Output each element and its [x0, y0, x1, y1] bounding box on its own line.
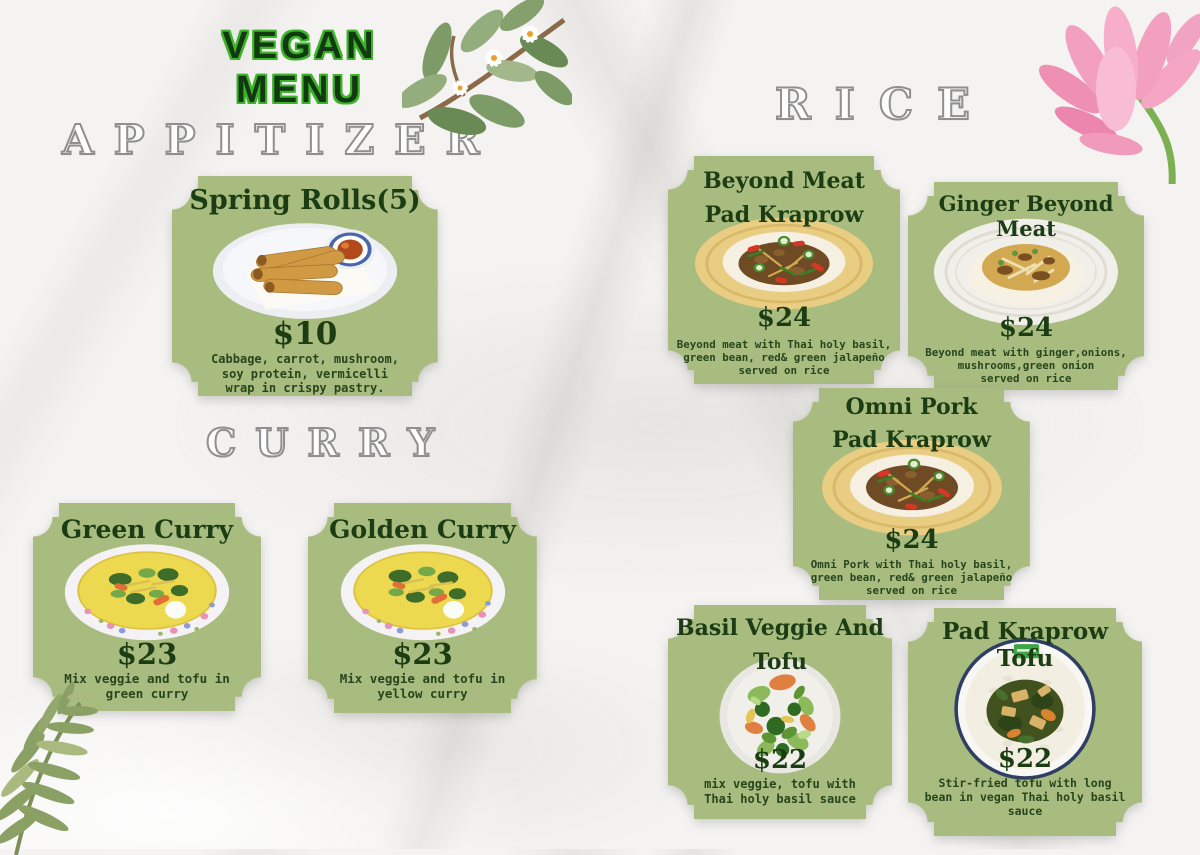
menu-card-beyond-meat-pad-kraprow: Beyond Meat Pad Kraprow $24 Beyond meat … [668, 156, 900, 384]
brand-title-line2: MENU [236, 69, 364, 112]
palm-leaf-decoration [0, 681, 99, 855]
white-blossoms [452, 25, 539, 96]
menu-card-golden-curry: Golden Curry $23 Mix veggie and tofu in … [308, 503, 537, 713]
green-curry-photo [64, 544, 230, 641]
dish-price: $22 [997, 744, 1053, 774]
menu-card-green-curry: Green Curry $23 Mix veggie and tofu in g… [33, 503, 261, 711]
golden-curry-photo [340, 544, 505, 641]
beyond-meat-pad-kraprow-photo [694, 217, 874, 310]
dish-description: Mix veggie and tofu in green curry [64, 671, 230, 702]
dish-description: Mix veggie and tofu in yellow curry [339, 671, 506, 702]
lotus-flower-decoration [1038, 6, 1200, 184]
menu-card-ginger-beyond-meat: Ginger Beyond Meat $24 Beyond meat with … [908, 182, 1144, 390]
dish-title: Omni Pork Pad Kraprow [832, 394, 991, 453]
omni-pork-pad-kraprow-photo [821, 439, 1002, 536]
brand-title-line1: VEGAN [222, 25, 378, 67]
dish-title: Green Curry [60, 515, 234, 544]
section-heading-curry: CURRY [205, 419, 454, 466]
basil-veggie-and-tofu-photo [719, 658, 841, 774]
dish-price: $24 [756, 303, 812, 333]
brand-title: VEGAN MENU [220, 24, 380, 112]
dish-title: Basil Veggie And Tofu [676, 615, 884, 676]
dish-price: $23 [116, 637, 178, 671]
dish-description: Stir-fried tofu with long bean in vegan … [924, 776, 1126, 819]
dish-description: Cabbage, carrot, mushroom, soy protein, … [211, 352, 399, 396]
menu-card-pad-kraprow-tofu: Pad Kraprow Tofu $22 Stir-fried tofu wit… [908, 608, 1142, 836]
dish-title: Pad Kraprow Tofu [941, 618, 1109, 672]
section-heading-rice: RICE [774, 79, 994, 131]
pad-kraprow-tofu-photo [954, 638, 1096, 780]
dish-description: mix veggie, tofu with Thai holy basil sa… [704, 777, 856, 806]
menu-card-omni-pork-pad-kraprow: Omni Pork Pad Kraprow $24 Omni Pork with… [793, 388, 1030, 600]
spring-rolls-photo [212, 223, 398, 319]
dish-price: $24 [998, 313, 1054, 343]
dish-title: Beyond Meat Pad Kraprow [703, 168, 865, 229]
menu-card-spring-rolls: Spring Rolls(5) $10 Cabbage, carrot, mus… [172, 176, 438, 396]
ginger-beyond-meat-photo [934, 218, 1118, 326]
dish-title: Ginger Beyond Meat [938, 191, 1114, 241]
dish-description: Beyond meat with Thai holy basil, green … [676, 338, 892, 378]
dish-price: $10 [272, 316, 338, 352]
menu-card-basil-veggie-and-tofu: Basil Veggie And Tofu $22 mix vegg [668, 605, 892, 819]
dish-title: Spring Rolls(5) [189, 185, 421, 216]
section-heading-appetizer: APPITIZER [61, 115, 500, 165]
dish-price: $24 [884, 525, 939, 555]
dish-description: Beyond meat with ginger,onions, mushroom… [925, 346, 1127, 386]
dish-price: $22 [752, 745, 808, 775]
leaf-branch-decoration [402, 0, 572, 135]
dish-title: Golden Curry [329, 515, 516, 544]
dish-price: $23 [392, 637, 453, 671]
dish-description: Omni Pork with Thai holy basil, green be… [810, 558, 1013, 598]
